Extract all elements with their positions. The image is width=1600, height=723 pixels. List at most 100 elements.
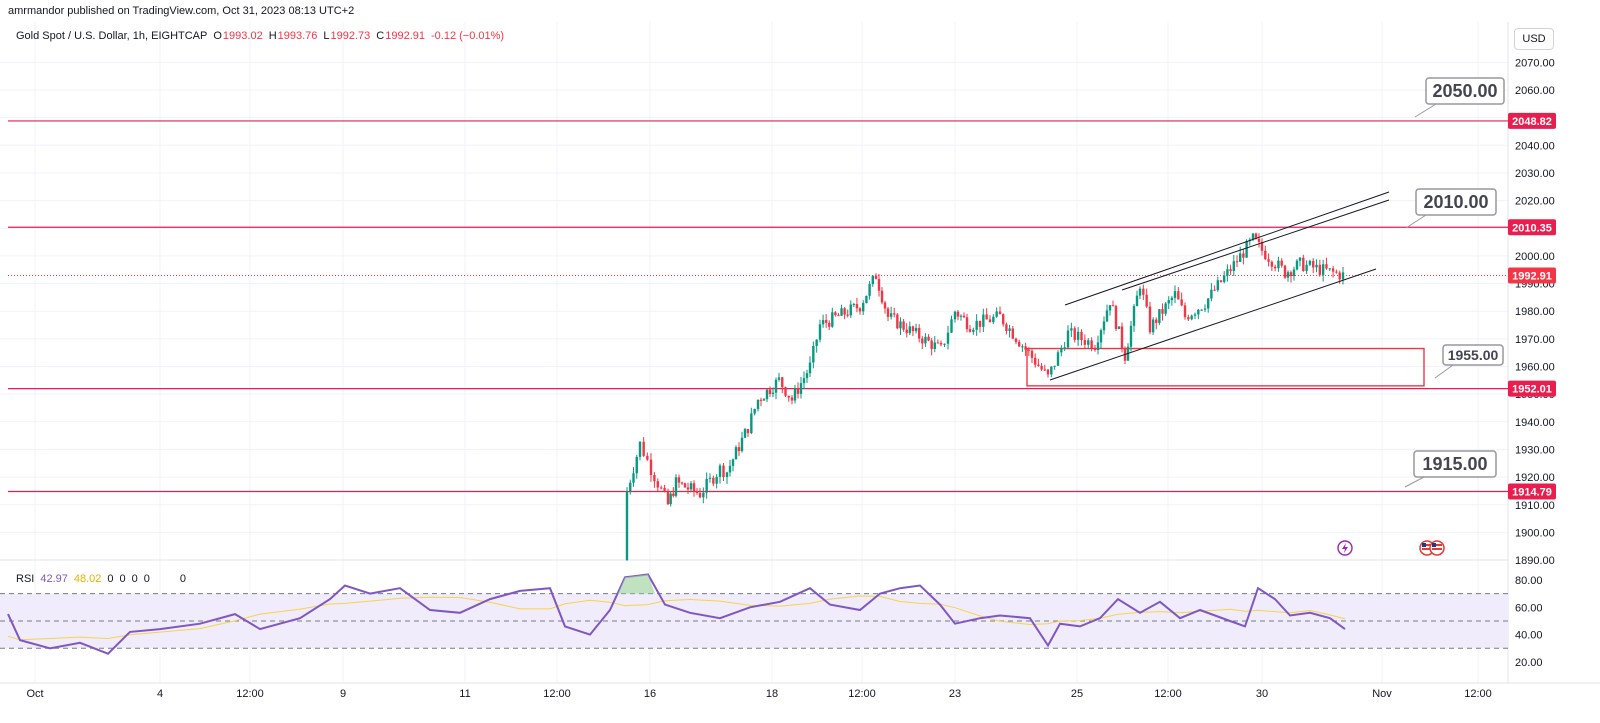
time-tick-label: 25 [1071,688,1083,700]
time-tick-label: Oct [26,688,43,700]
chart-icons[interactable] [1337,540,1445,556]
support-zone [1026,347,1425,387]
rsi-param-1: 0 [107,573,114,585]
price-tag-box [1508,112,1556,129]
callout-pointer [1404,476,1425,488]
candle-body [939,342,943,345]
candle-body [1002,314,1005,325]
candle-body [731,459,735,466]
rsi-param-2: 0 [119,573,126,585]
candle-body [756,399,760,409]
candle-body [1177,291,1180,300]
candle-body [868,284,871,296]
candle-body [992,316,995,323]
candle-body [1318,264,1322,275]
candle-body [1158,309,1161,323]
low-value: 1992.73 [330,30,371,42]
candle-body [1242,253,1245,258]
candle-body [828,322,831,327]
close-value: 1992.91 [385,30,426,42]
us-flag-event-icon[interactable] [1419,540,1445,556]
candle-body [1341,272,1345,280]
candle-body [1226,269,1229,276]
candle-body [1280,260,1283,266]
horizontal-levels[interactable] [8,120,1508,493]
candle-body [1053,365,1056,367]
candle-body [695,490,699,493]
channel-upper-line [1064,191,1390,306]
rsi-axis[interactable]: 80.00 60.00 40.00 20.00 [1515,575,1543,669]
candle-body [1187,317,1190,320]
price-callout[interactable]: 1955.00 [1434,344,1504,379]
candle-body [831,312,834,327]
time-axis[interactable]: Oct 4 12:00 9 11 12:00 16 18 12:00 23 25 12:00 30 Nov… [26,688,1491,700]
candle-body [746,429,750,434]
candle-body [982,314,985,327]
price-tick-label: 2070.00 [1515,57,1555,69]
candle-body [777,377,781,380]
candle-body [740,437,744,452]
candle-body [1302,257,1305,272]
price-callout[interactable]: 2010.00 [1405,188,1497,229]
candle-body [718,465,722,477]
candle-body [953,311,957,320]
flash-icon-ring [1337,540,1353,556]
flash-icon[interactable] [1337,540,1353,556]
price-callout[interactable]: 2050.00 [1414,77,1505,118]
candle-body [1060,348,1063,353]
support-rectangle[interactable] [1026,347,1425,387]
candle-body [1096,342,1100,351]
time-tick-label: 12:00 [1154,688,1182,700]
candle-body [672,493,675,496]
candle-body [632,473,635,483]
time-tick-label: 9 [340,688,346,700]
channel-lower-line [1049,268,1377,381]
trend-channel[interactable] [1049,191,1390,381]
price-callouts[interactable]: 2050.00 2010.00 1955.00 1915.00 [1404,77,1505,488]
flag-canton [1422,543,1426,547]
currency-button[interactable]: USD [1514,28,1554,50]
candle-body [1197,309,1200,315]
candle-body [837,315,840,317]
candle-body [712,477,715,484]
high-value: 1993.76 [277,30,318,42]
candle-body [893,313,896,315]
rsi-tick-label: 80.00 [1515,575,1543,587]
symbol-label[interactable]: Gold Spot / U.S. Dollar, 1h, EIGHTCAP [16,30,208,42]
candle-body [1076,331,1080,340]
candle-body [1315,264,1318,268]
candle-body [677,477,681,483]
candle-body [1024,346,1027,350]
candle-body [1056,352,1060,366]
candle-body [933,342,936,350]
price-tick-label: 2060.00 [1515,85,1555,97]
candle-body [917,327,921,339]
rsi-ma-value: 48.02 [73,573,102,585]
candle-body [874,275,878,280]
candle-body [821,320,825,325]
price-tick-label: 1920.00 [1515,472,1555,484]
candle-body [1090,340,1093,349]
candle-body [1093,348,1097,351]
price-callout[interactable]: 1915.00 [1404,450,1497,488]
rsi-legend: RSI 42.97 48.02 0 0 0 0 0 [16,573,192,585]
price-tick-label: 1960.00 [1515,362,1555,374]
candle-body [1138,288,1142,296]
candle-body [1070,328,1073,331]
candle-body [1145,294,1148,307]
candle-body [674,477,678,496]
candle-body [793,388,797,401]
candle-body [1087,340,1090,345]
candle-body [653,475,656,482]
candle-body [1080,331,1083,341]
rsi-name[interactable]: RSI [16,573,35,585]
candle-body [1018,341,1021,347]
callout-pointer [1414,103,1437,118]
candle-body [1239,253,1242,262]
candlesticks [625,232,1345,561]
time-tick-label: 23 [949,688,961,700]
close-key: C [376,30,385,42]
candle-body [666,490,670,505]
price-tag-label: 2010.35 [1512,222,1552,234]
